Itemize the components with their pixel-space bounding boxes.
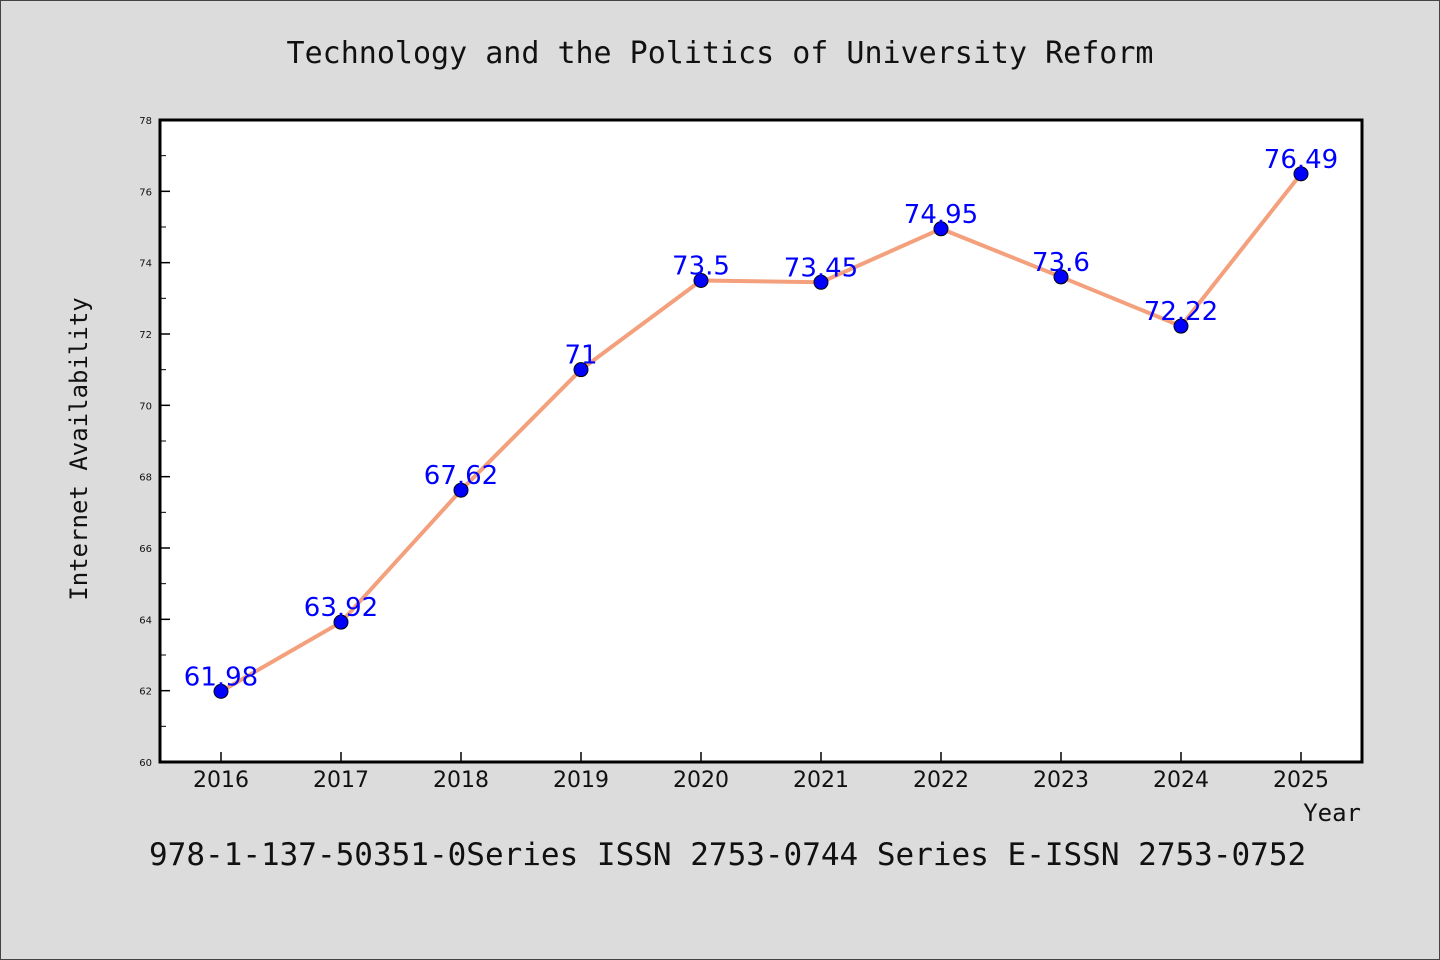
data-point xyxy=(1053,269,1069,285)
data-label: 71 xyxy=(564,341,597,371)
data-point xyxy=(1293,166,1309,182)
x-axis: 2016 2017 2018 2019 2020 2021 2022 2023 2024 2025 xyxy=(193,752,1329,793)
y-tick-label: 74 xyxy=(139,259,152,270)
x-tick-label: 2024 xyxy=(1153,768,1209,793)
data-label: 76.49 xyxy=(1264,145,1338,175)
y-tick-label: 68 xyxy=(139,473,152,484)
y-axis-label: Internet Availability xyxy=(65,297,93,600)
x-tick-label: 2025 xyxy=(1273,768,1329,793)
data-point xyxy=(1173,318,1189,334)
x-tick-label: 2020 xyxy=(673,768,729,793)
data-label: 73.45 xyxy=(784,253,858,283)
x-axis-label: Year xyxy=(1303,799,1361,827)
data-label: 73.5 xyxy=(672,252,730,282)
y-tick-label: 66 xyxy=(139,544,152,555)
data-point xyxy=(573,362,589,378)
data-label: 67.62 xyxy=(424,461,498,491)
plot-area xyxy=(158,118,1364,764)
data-label: 61.98 xyxy=(184,662,258,692)
data-point xyxy=(933,221,949,237)
y-tick-label: 72 xyxy=(139,330,152,341)
data-point xyxy=(453,482,469,498)
chart-title: Technology and the Politics of Universit… xyxy=(287,36,1154,71)
data-point xyxy=(333,614,349,630)
x-tick-label: 2022 xyxy=(913,768,969,793)
data-label: 74.95 xyxy=(904,200,978,230)
x-tick-label: 2018 xyxy=(433,768,489,793)
x-tick-label: 2023 xyxy=(1033,768,1089,793)
x-tick-label: 2017 xyxy=(313,768,369,793)
y-axis: 60 62 64 66 68 70 72 74 76 78 xyxy=(139,116,170,769)
x-tick-label: 2019 xyxy=(553,768,609,793)
x-tick-label: 2021 xyxy=(793,768,849,793)
series-line xyxy=(220,172,1303,694)
y-tick-label: 70 xyxy=(139,401,152,412)
y-tick-label: 62 xyxy=(139,687,152,698)
y-tick-label: 60 xyxy=(139,758,152,769)
data-point xyxy=(813,274,829,290)
data-point xyxy=(693,273,709,288)
data-label: 73.6 xyxy=(1032,248,1090,278)
footer-isbn-text: 978-1-137-50351-0Series ISSN 2753-0744 S… xyxy=(149,837,1306,873)
series-line-group: 61.98 63.92 67.62 71 73.5 73.45 74.95 73.6 72.22… xyxy=(184,145,1338,699)
y-tick-label: 64 xyxy=(139,615,152,626)
data-label: 72.22 xyxy=(1144,297,1218,327)
y-tick-label: 78 xyxy=(139,116,152,127)
x-tick-label: 2016 xyxy=(193,768,249,793)
data-point xyxy=(213,683,229,699)
data-label: 63.92 xyxy=(304,593,378,623)
y-tick-label: 76 xyxy=(139,187,152,198)
